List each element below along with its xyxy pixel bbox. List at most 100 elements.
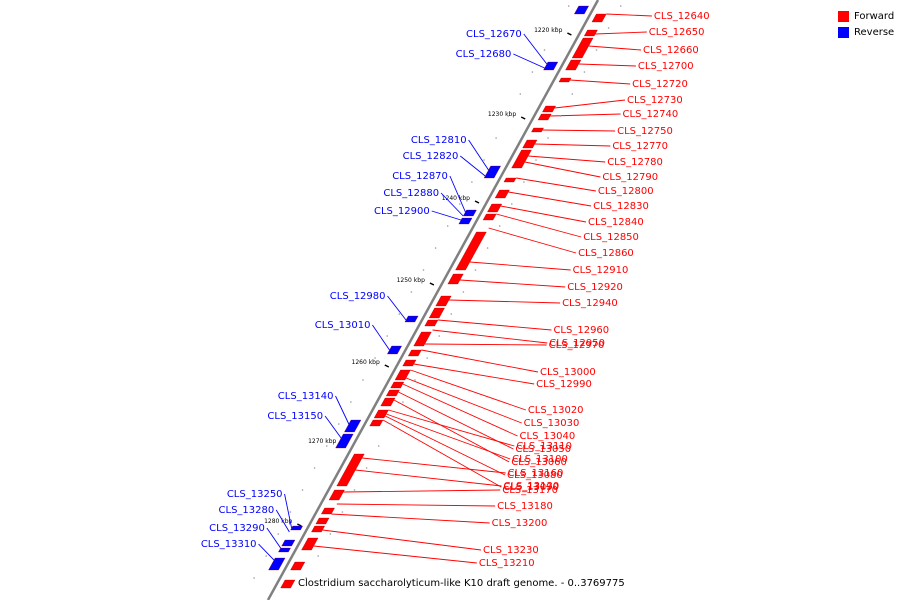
strand-dot <box>450 313 453 315</box>
reverse-leader-line <box>449 175 466 213</box>
reverse-gene-block <box>574 5 589 15</box>
forward-gene-label: CLS_12860 <box>578 248 634 259</box>
genome-axis <box>266 0 600 600</box>
strand-dot <box>265 555 268 557</box>
legend: Forward Reverse <box>838 8 894 40</box>
forward-gene-label: CLS_12910 <box>573 265 629 276</box>
forward-leader-line <box>448 299 561 304</box>
forward-gene-label: CLS_12720 <box>632 79 688 90</box>
forward-gene-block <box>290 561 306 571</box>
tick-mark <box>474 200 480 204</box>
forward-leader-line <box>322 529 482 551</box>
forward-gene-block <box>558 77 572 83</box>
reverse-leader-line <box>324 415 342 439</box>
reverse-gene-block <box>268 557 286 571</box>
forward-gene-block <box>407 349 422 357</box>
forward-gene-block <box>447 273 464 285</box>
strand-dot <box>410 291 413 293</box>
forward-gene-label: CLS_12640 <box>654 11 710 22</box>
forward-gene-label: CLS_13110 <box>516 441 572 452</box>
forward-leader-line <box>410 369 526 411</box>
reverse-gene-block <box>458 217 473 225</box>
strand-dot <box>390 423 392 425</box>
forward-gene-block <box>328 489 345 501</box>
forward-leader-line <box>569 79 631 85</box>
strand-dot <box>414 379 416 381</box>
tick-label: 1260 kbp <box>352 359 380 366</box>
strand-dot <box>495 137 497 139</box>
reverse-leader-line <box>468 139 489 171</box>
strand-dot <box>535 159 537 161</box>
strand-dot <box>434 247 437 249</box>
forward-gene-block <box>424 319 439 327</box>
strand-dot <box>446 225 449 227</box>
forward-gene-block <box>390 381 405 389</box>
reverse-leader-line <box>440 192 464 217</box>
tick-label: 1280 kbp <box>264 518 292 525</box>
forward-leader-line <box>542 129 616 132</box>
forward-gene-label: CLS_13060 <box>511 457 567 468</box>
forward-gene-block <box>482 213 497 221</box>
strand-dot <box>543 49 546 51</box>
forward-leader-line <box>398 391 514 450</box>
strand-dot <box>341 511 344 513</box>
reverse-leader-line <box>460 155 486 177</box>
strand-dot <box>571 93 574 95</box>
forward-leader-line <box>388 409 515 447</box>
strand-dot <box>305 577 307 579</box>
strand-dot <box>386 335 389 337</box>
reverse-leader-line <box>513 53 545 69</box>
strand-dot <box>422 269 425 271</box>
strand-dot <box>619 5 622 7</box>
forward-gene-label: CLS_13170 <box>502 485 558 496</box>
forward-leader-line <box>362 457 506 474</box>
strand-dot <box>547 137 549 139</box>
strand-dot <box>353 489 356 491</box>
forward-gene-label: CLS_12740 <box>623 109 679 120</box>
strand-dot <box>277 533 280 535</box>
forward-leader-line <box>386 413 511 460</box>
forward-gene-block <box>542 105 556 113</box>
forward-leader-line <box>606 13 652 17</box>
reverse-gene-label: CLS_12810 <box>411 135 467 146</box>
forward-leader-line <box>331 513 490 524</box>
strand-dot <box>325 445 328 447</box>
strand-dot <box>350 401 352 403</box>
forward-gene-block <box>402 359 417 367</box>
forward-gene-label: CLS_12780 <box>607 157 663 168</box>
reverse-leader-line <box>266 527 281 549</box>
strand-dot <box>313 467 316 469</box>
forward-leader-line <box>355 469 502 487</box>
forward-gene-block <box>537 113 552 121</box>
legend-forward-label: Forward <box>854 10 895 22</box>
strand-dot <box>559 115 561 117</box>
strand-dot <box>607 27 610 29</box>
reverse-gene-label: CLS_13310 <box>201 539 257 550</box>
strand-dot <box>402 401 404 403</box>
strand-dot <box>567 5 570 7</box>
forward-leader-line <box>516 177 596 192</box>
forward-gene-block <box>385 389 400 397</box>
strand-dot <box>595 49 598 51</box>
forward-gene-block <box>494 189 510 199</box>
forward-gene-label: CLS_12950 <box>549 338 605 349</box>
genome-caption: Clostridium saccharolyticum-like K10 dra… <box>298 578 625 589</box>
tick-label: 1220 kbp <box>534 27 562 34</box>
strand-dot <box>583 71 586 73</box>
reverse-gene-label: CLS_12680 <box>456 49 512 60</box>
tick-label: 1250 kbp <box>397 277 425 284</box>
tick-mark <box>429 282 435 286</box>
forward-gene-block <box>321 507 335 515</box>
strand-dot <box>398 313 401 315</box>
tick-label: 1240 kbp <box>442 195 470 202</box>
forward-gene-block <box>591 13 607 23</box>
forward-gene-block <box>428 307 445 319</box>
reverse-gene-label: CLS_13150 <box>267 411 323 422</box>
forward-gene-label: CLS_13090 <box>503 482 559 493</box>
reverse-gene-block <box>387 345 402 355</box>
forward-leader-line <box>524 161 601 178</box>
reverse-swatch <box>838 26 849 38</box>
forward-gene-block <box>583 29 598 37</box>
forward-gene-label: CLS_13210 <box>479 558 535 569</box>
